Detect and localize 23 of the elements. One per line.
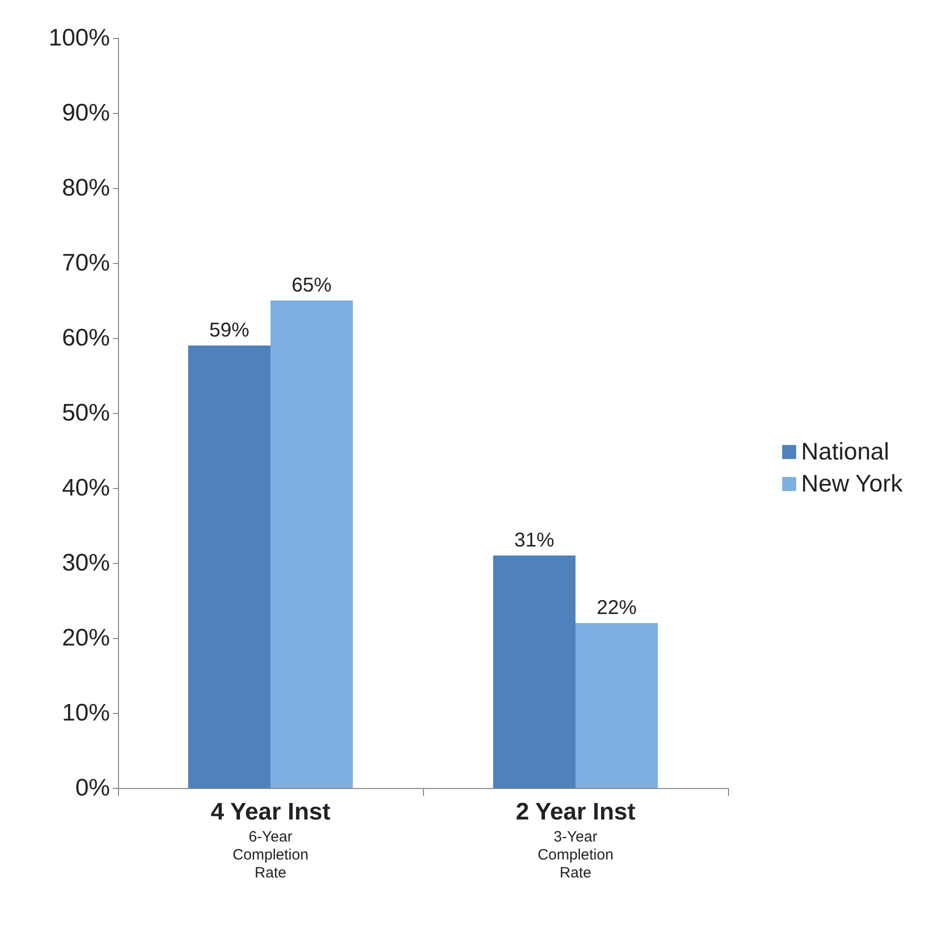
y-tick-label: 60% <box>62 324 110 352</box>
legend-label: New York <box>801 470 904 498</box>
data-label: 31% <box>514 530 555 552</box>
y-tick-label: 40% <box>62 474 110 502</box>
y-tick-label: 30% <box>62 550 110 576</box>
y-tick-label: 100% <box>48 24 110 52</box>
bar <box>493 556 576 788</box>
data-label: 65% <box>292 274 332 296</box>
x-tick-label: 2 Year Inst 3-Year Completion Rate <box>516 798 636 882</box>
y-tick-label: 0% <box>75 774 110 802</box>
y-tick-label: 80% <box>62 174 110 202</box>
data-label: 59% <box>209 320 250 342</box>
bar <box>576 623 658 788</box>
bar <box>270 300 353 788</box>
y-tick-label: 70% <box>62 250 110 276</box>
data-label: 22% <box>596 597 637 619</box>
y-tick-label: 20% <box>62 624 110 652</box>
bar <box>188 346 270 788</box>
y-tick-label: 50% <box>62 400 110 426</box>
legend-label: National <box>801 438 890 466</box>
y-tick-label: 90% <box>62 100 110 126</box>
x-tick-label: 4 Year Inst 6-Year Completion Rate <box>210 798 330 882</box>
y-tick-label: 10% <box>62 700 110 726</box>
